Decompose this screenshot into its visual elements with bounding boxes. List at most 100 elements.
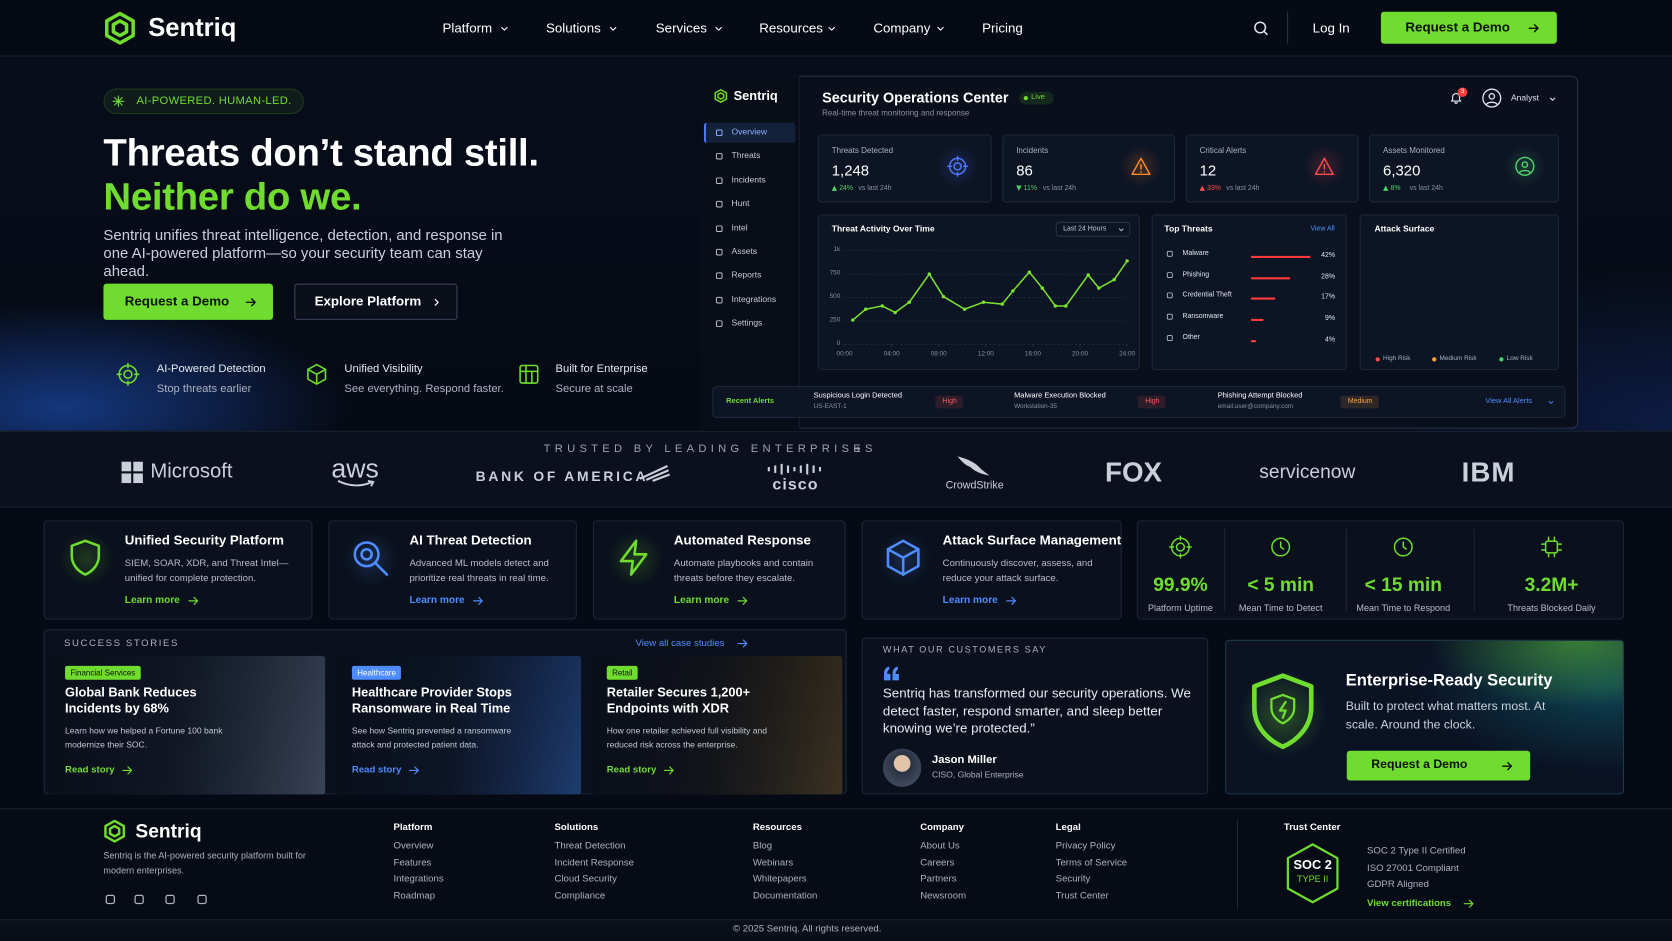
primary-cta-label[interactable]: Request a Demo: [124, 293, 230, 309]
capability-link[interactable]: Learn more: [942, 594, 998, 607]
footer-link[interactable]: Overview: [393, 839, 434, 851]
logo-icon: [102, 11, 137, 46]
stat-change: 8%: [1390, 184, 1401, 193]
nav-cta[interactable]: [1380, 11, 1557, 44]
footer-link[interactable]: Partners: [920, 873, 957, 884]
range-label[interactable]: Last 24 Hours: [1063, 225, 1107, 233]
footer-link[interactable]: Newsroom: [920, 890, 967, 901]
sidebar-item[interactable]: Assets: [731, 246, 758, 257]
footer-link[interactable]: Security: [1055, 873, 1091, 884]
threat-bar: [1250, 276, 1291, 280]
nav-chevron: [713, 23, 724, 34]
enterprise-cta-label[interactable]: Request a Demo: [1371, 758, 1468, 772]
nav-link[interactable]: Pricing: [982, 20, 1023, 36]
surface-title: Attack Surface: [1374, 224, 1435, 234]
icon-shape: [1515, 156, 1535, 176]
footer-link[interactable]: Threat Detection: [554, 839, 626, 851]
enterprise-cta[interactable]: [1346, 750, 1531, 781]
story-title: Global Bank Reduces Incidents by 68%: [65, 684, 197, 716]
trust-link[interactable]: View certifications: [1367, 897, 1452, 909]
primary-cta[interactable]: [103, 283, 273, 320]
icon: [337, 479, 375, 487]
nav-link[interactable]: Services: [655, 20, 707, 36]
metrics-panel: [1136, 520, 1625, 620]
stat-value: 12: [1199, 161, 1217, 179]
footer-link[interactable]: Careers: [920, 856, 955, 868]
sidebar-item[interactable]: Hunt: [731, 198, 750, 209]
stat-value: 6,320: [1383, 161, 1421, 179]
nav-link[interactable]: Resources: [759, 20, 823, 36]
aws-smile: [336, 479, 379, 489]
footer-link[interactable]: Blog: [752, 839, 773, 851]
sidebar-item[interactable]: Threats: [731, 150, 761, 161]
threat-name: Malware: [1182, 249, 1209, 258]
nav-link[interactable]: Company: [873, 20, 931, 36]
icon-shape: [883, 666, 899, 681]
metric-divider: [1473, 528, 1475, 612]
sidebar-icon: [714, 247, 724, 257]
change-arrow: [831, 185, 838, 191]
secondary-cta-label[interactable]: Explore Platform: [314, 293, 422, 309]
threats-link[interactable]: View All: [1310, 225, 1335, 233]
metric-icon: [1392, 535, 1415, 558]
footer-link[interactable]: Integrations: [393, 873, 444, 884]
footer-column-title: Resources: [752, 821, 802, 833]
feature-text: See everything. Respond faster.: [344, 382, 504, 396]
icon-shape: [1501, 761, 1512, 771]
sidebar-item[interactable]: Overview: [731, 127, 768, 137]
sidebar-icon: [714, 128, 724, 138]
sidebar-item[interactable]: Intel: [731, 222, 748, 233]
icon-shape: [715, 129, 723, 137]
secondary-cta[interactable]: [294, 283, 458, 320]
icon: [715, 320, 723, 328]
icon: [957, 456, 990, 476]
feature-title: Built for Enterprise: [555, 362, 648, 376]
footer-link[interactable]: About Us: [920, 839, 960, 851]
footer-link[interactable]: Documentation: [752, 890, 818, 901]
partner-logo: CrowdStrike: [945, 479, 1004, 492]
sidebar-item[interactable]: Reports: [731, 270, 762, 281]
threat-value: 9%: [1325, 314, 1336, 323]
stories-link[interactable]: View all case studies: [635, 637, 725, 648]
footer-link[interactable]: Terms of Service: [1055, 856, 1128, 868]
nav-link[interactable]: Solutions: [545, 20, 601, 36]
capability-link[interactable]: Learn more: [409, 594, 465, 607]
cisco-bars: [767, 463, 825, 476]
footer-link[interactable]: Roadmap: [393, 890, 436, 901]
brand[interactable]: Sentriq: [148, 13, 237, 43]
sidebar-item[interactable]: Integrations: [731, 294, 777, 304]
sidebar-item[interactable]: Incidents: [731, 174, 766, 185]
icon: [737, 639, 748, 648]
threat-icon: [1165, 292, 1174, 301]
threat-icon: [1165, 250, 1174, 259]
live-badge: [1019, 91, 1054, 105]
footer-link[interactable]: Features: [393, 856, 432, 868]
notification-count: 3: [1460, 88, 1465, 95]
hero-title: Threats don’t stand still.: [103, 130, 539, 175]
capability-link[interactable]: Learn more: [673, 594, 730, 607]
story-text: Learn how we helped a Fortune 100 bank m…: [65, 726, 223, 750]
footer-link[interactable]: Trust Center: [1055, 890, 1109, 901]
alerts-link[interactable]: View All Alerts: [1485, 397, 1533, 405]
story-link[interactable]: Read story: [606, 764, 657, 775]
icon-shape: [715, 296, 723, 304]
footer-link[interactable]: Whitepapers: [752, 873, 807, 884]
footer-link[interactable]: Incident Response: [554, 856, 634, 868]
icon-shape: [1166, 292, 1173, 299]
stat-label: Incidents: [1016, 145, 1049, 156]
link-arrow: [187, 594, 201, 608]
story-link[interactable]: Read story: [351, 764, 402, 775]
footer-link[interactable]: Cloud Security: [554, 873, 617, 884]
story-link[interactable]: Read story: [65, 764, 115, 775]
footer-link[interactable]: Compliance: [554, 890, 606, 901]
footer-link[interactable]: Privacy Policy: [1055, 839, 1116, 851]
footer-link[interactable]: Webinars: [752, 856, 794, 868]
sidebar-item[interactable]: Settings: [731, 318, 763, 328]
footer-divider: [1236, 818, 1239, 910]
story-text: How one retailer achieved full visibilit…: [606, 726, 768, 750]
capability-link[interactable]: Learn more: [124, 594, 180, 607]
nav-cta-label[interactable]: Request a Demo: [1405, 19, 1510, 35]
login-link[interactable]: Log In: [1312, 20, 1350, 36]
nav-link[interactable]: Platform: [442, 20, 493, 36]
